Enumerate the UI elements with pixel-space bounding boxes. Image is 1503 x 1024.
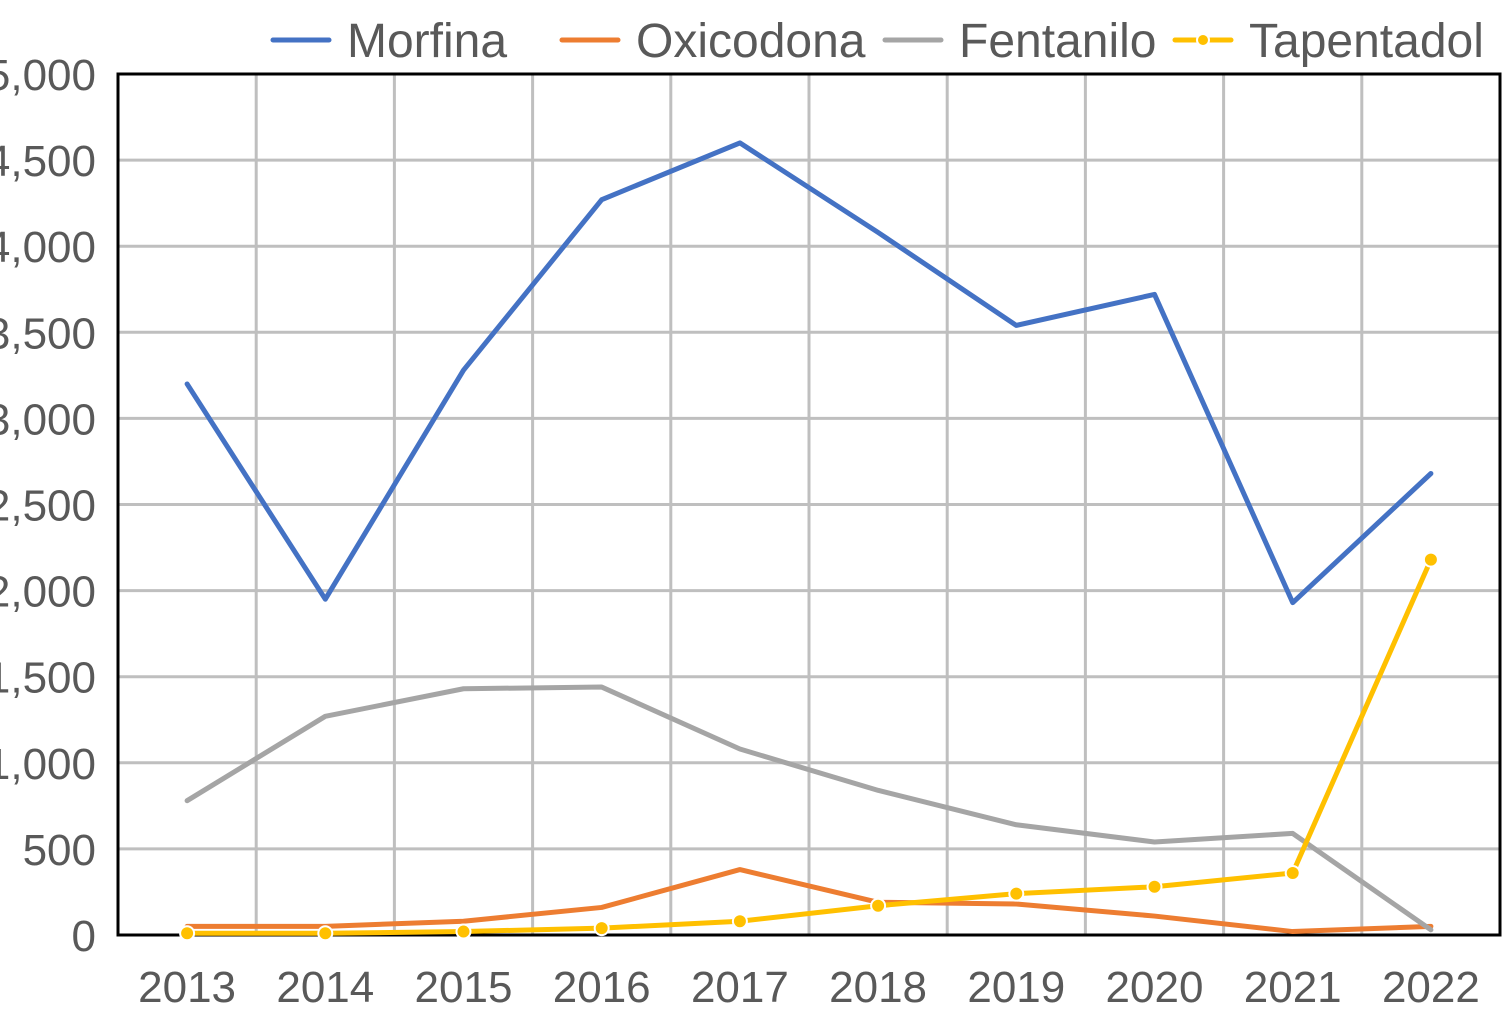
- legend: Morfina Oxicodona Fentanilo Tapentadol: [270, 15, 1484, 68]
- data-point-tapentadol: [593, 920, 610, 937]
- series-lines: [179, 140, 1439, 942]
- data-point-tapentadol: [1422, 551, 1439, 568]
- series-line-morfina: [184, 140, 1434, 606]
- data-point-tapentadol: [455, 923, 472, 940]
- y-tick-label: 3,500: [0, 309, 96, 358]
- legend-label: Oxicodona: [636, 15, 866, 68]
- x-tick-label: 2019: [967, 963, 1065, 1012]
- series-morfina: [184, 140, 1434, 606]
- x-tick-label: 2014: [276, 963, 374, 1012]
- data-point-tapentadol: [870, 897, 887, 914]
- y-tick-label: 2,500: [0, 482, 96, 531]
- series-fentanilo: [184, 684, 1434, 933]
- series-line-fentanilo: [184, 684, 1434, 933]
- data-point-tapentadol: [1008, 885, 1025, 902]
- plot-area-border: [116, 72, 1502, 937]
- data-point-tapentadol: [731, 913, 748, 930]
- legend-item-tapentadol: Tapentadol: [1172, 15, 1484, 68]
- y-tick-label: 500: [23, 826, 96, 875]
- x-tick-label: 2017: [691, 963, 789, 1012]
- y-axis-tick-labels: 0 500 1,000 1,500 2,000 2,500 3,000 3,500 4,000 4…: [0, 51, 96, 961]
- series-tapentadol: [179, 551, 1439, 942]
- data-point-tapentadol: [1146, 878, 1163, 895]
- x-tick-label: 2015: [415, 963, 513, 1012]
- x-tick-label: 2021: [1244, 963, 1342, 1012]
- y-tick-label: 1,500: [0, 654, 96, 703]
- x-tick-label: 2013: [138, 963, 236, 1012]
- series-line-oxicodona: [184, 867, 1434, 935]
- y-tick-label: 3,000: [0, 395, 96, 444]
- legend-item-oxicodona: Oxicodona: [559, 15, 866, 68]
- x-tick-label: 2016: [553, 963, 651, 1012]
- y-tick-label: 4,500: [0, 137, 96, 186]
- y-tick-label: 4,000: [0, 223, 96, 272]
- y-tick-label: 1,000: [0, 740, 96, 789]
- y-tick-label: 0: [72, 912, 96, 961]
- legend-item-morfina: Morfina: [270, 15, 507, 68]
- x-tick-label: 2020: [1106, 963, 1204, 1012]
- legend-label: Morfina: [347, 15, 507, 68]
- legend-label: Fentanilo: [959, 15, 1156, 68]
- legend-label: Tapentadol: [1249, 15, 1484, 68]
- data-point-tapentadol: [317, 925, 334, 942]
- legend-item-fentanilo: Fentanilo: [882, 15, 1156, 68]
- data-point-tapentadol: [1284, 865, 1301, 882]
- y-tick-label: 2,000: [0, 568, 96, 617]
- legend-marker: [1196, 33, 1210, 47]
- grid: [118, 74, 1500, 935]
- y-tick-label: 5,000: [0, 51, 96, 100]
- x-tick-label: 2022: [1382, 963, 1480, 1012]
- x-axis-tick-labels: 2013 2014 2015 2016 2017 2018 2019 2020 2021 2022: [138, 963, 1480, 1012]
- series-line-tapentadol: [184, 557, 1434, 936]
- x-tick-label: 2018: [829, 963, 927, 1012]
- data-point-tapentadol: [179, 925, 196, 942]
- series-oxicodona: [184, 867, 1434, 935]
